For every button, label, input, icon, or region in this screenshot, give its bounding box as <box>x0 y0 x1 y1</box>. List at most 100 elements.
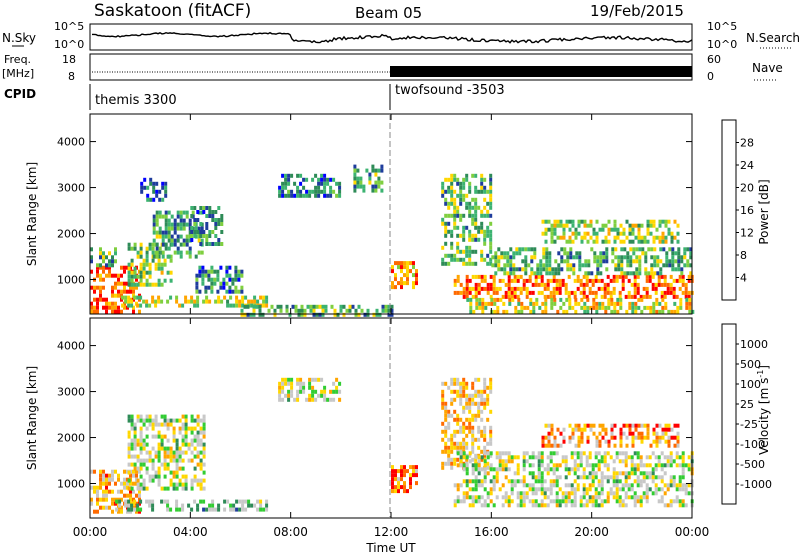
heatmap-cell <box>628 239 632 244</box>
heatmap-cell <box>400 277 403 282</box>
heatmap-cell <box>114 293 117 298</box>
heatmap-cell <box>93 485 96 490</box>
heatmap-cell <box>510 487 514 492</box>
heatmap-cell <box>468 479 472 484</box>
heatmap-cell <box>669 286 673 291</box>
heatmap-cell <box>621 503 625 508</box>
heatmap-cell <box>493 297 497 302</box>
heatmap-cell <box>592 423 596 428</box>
heatmap-cell <box>453 483 457 488</box>
heatmap-cell <box>465 479 469 484</box>
heatmap-cell <box>179 214 183 219</box>
heatmap-cell <box>486 385 490 390</box>
heatmap-cell <box>197 250 201 255</box>
heatmap-cell <box>601 223 605 228</box>
heatmap-cell <box>558 463 562 468</box>
heatmap-cell <box>342 312 346 317</box>
heatmap-cell <box>148 282 152 287</box>
heatmap-cell <box>639 471 643 476</box>
heatmap-cell <box>453 397 457 402</box>
heatmap-cell <box>652 223 656 228</box>
heatmap-cell <box>136 507 140 512</box>
heatmap-cell <box>241 507 245 512</box>
heatmap-cell <box>450 173 454 178</box>
heatmap-cell <box>644 259 648 264</box>
heatmap-cell <box>660 463 664 468</box>
heatmap-cell <box>320 393 324 398</box>
heatmap-cell <box>160 442 164 447</box>
heatmap-cell <box>588 463 592 468</box>
heatmap-cell <box>521 259 525 264</box>
heatmap-cell <box>651 467 655 472</box>
heatmap-cell <box>444 441 448 446</box>
heatmap-cell <box>188 226 192 231</box>
heatmap-cell <box>572 255 576 260</box>
heatmap-cell <box>118 503 122 508</box>
heatmap-cell <box>492 278 496 283</box>
heatmap-cell <box>637 423 641 428</box>
heatmap-cell <box>498 451 502 456</box>
heatmap-cell <box>447 253 451 258</box>
heatmap-cell <box>409 473 412 478</box>
heatmap-cell <box>554 271 558 276</box>
heatmap-cell <box>477 286 481 291</box>
heatmap-cell <box>403 469 406 474</box>
heatmap-cell <box>102 277 105 282</box>
heatmap-cell <box>196 442 200 447</box>
heatmap-cell <box>540 278 544 283</box>
heatmap-cell <box>633 479 637 484</box>
heatmap-cell <box>284 193 288 198</box>
heatmap-cell <box>649 219 653 224</box>
heatmap-cell <box>580 305 584 310</box>
heatmap-cell <box>465 467 469 472</box>
heatmap-cell <box>624 455 628 460</box>
heatmap-cell <box>172 486 176 491</box>
heatmap-cell <box>474 217 478 222</box>
heatmap-cell <box>607 439 611 444</box>
heatmap-cell <box>597 286 601 291</box>
heatmap-cell <box>545 263 549 268</box>
heatmap-cell <box>172 434 176 439</box>
heatmap-cell <box>631 231 635 236</box>
heatmap-cell <box>553 239 557 244</box>
heatmap-cell <box>108 265 111 270</box>
heatmap-cell <box>190 478 194 483</box>
heatmap-cell <box>462 377 466 382</box>
heatmap-cell <box>279 304 283 309</box>
heatmap-cell <box>193 206 197 210</box>
heatmap-cell <box>155 181 159 186</box>
heatmap-cell <box>681 503 685 508</box>
heatmap-cell <box>465 173 469 178</box>
heatmap-cell <box>102 265 105 270</box>
heatmap-cell <box>684 463 688 468</box>
heatmap-cell <box>504 499 508 504</box>
heatmap-cell <box>111 301 114 306</box>
heatmap-cell <box>465 249 469 254</box>
heatmap-cell <box>208 206 212 210</box>
heatmap-cell <box>273 308 277 313</box>
heatmap-cell <box>516 455 520 460</box>
heatmap-cell <box>534 487 538 492</box>
heatmap-cell <box>550 239 554 244</box>
heatmap-cell <box>225 269 229 274</box>
heatmap-cell <box>544 227 548 232</box>
heatmap-cell <box>465 274 469 279</box>
heatmap-cell <box>468 417 472 422</box>
heatmap-cell <box>391 485 394 490</box>
heatmap-cell <box>196 434 200 439</box>
heatmap-cell <box>494 271 498 276</box>
heatmap-cell <box>353 176 357 181</box>
nave-dense-trace <box>390 66 692 77</box>
heatmap-cell <box>673 235 677 240</box>
heatmap-cell <box>598 439 602 444</box>
heatmap-cell <box>93 285 96 290</box>
heatmap-cell <box>649 309 653 314</box>
heatmap-cell <box>483 229 487 234</box>
heatmap-cell <box>509 267 513 272</box>
heatmap-cell <box>133 426 137 431</box>
heatmap-cell <box>589 223 593 228</box>
heatmap-cell <box>496 297 500 302</box>
heatmap-cell <box>564 455 568 460</box>
heatmap-cell <box>612 274 616 279</box>
heatmap-cell <box>620 263 624 268</box>
